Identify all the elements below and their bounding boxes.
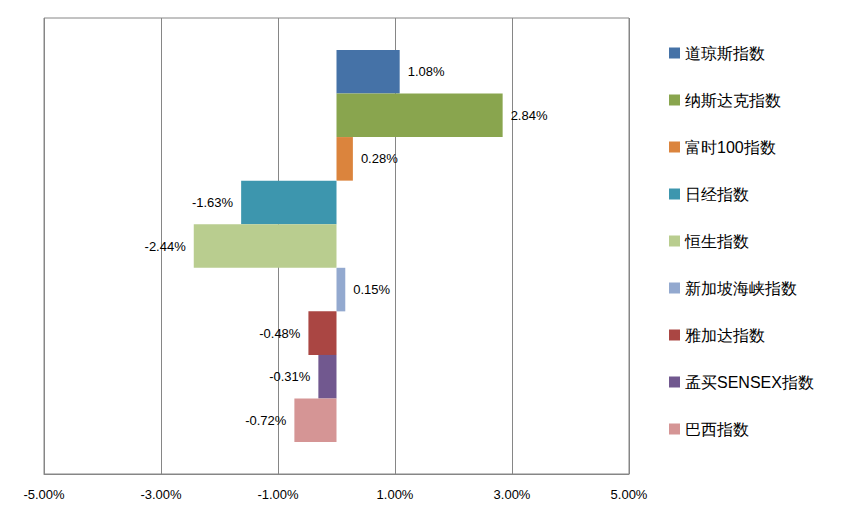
svg-text:-0.31%: -0.31% <box>269 369 311 384</box>
svg-text:-5.00%: -5.00% <box>23 487 65 502</box>
svg-text:纳斯达克指数: 纳斯达克指数 <box>685 92 781 109</box>
svg-text:-0.72%: -0.72% <box>245 413 287 428</box>
svg-text:-3.00%: -3.00% <box>140 487 182 502</box>
svg-text:富时100指数: 富时100指数 <box>685 139 776 156</box>
svg-text:3.00%: 3.00% <box>494 487 531 502</box>
svg-text:1.00%: 1.00% <box>377 487 414 502</box>
svg-text:-0.48%: -0.48% <box>259 326 301 341</box>
svg-text:1.08%: 1.08% <box>408 64 445 79</box>
svg-text:0.28%: 0.28% <box>361 151 398 166</box>
svg-text:-1.00%: -1.00% <box>257 487 299 502</box>
svg-text:0.15%: 0.15% <box>353 282 390 297</box>
svg-text:2.84%: 2.84% <box>511 108 548 123</box>
svg-text:巴西指数: 巴西指数 <box>685 421 749 438</box>
svg-text:雅加达指数: 雅加达指数 <box>685 327 765 344</box>
svg-text:孟买SENSEX指数: 孟买SENSEX指数 <box>685 374 814 391</box>
svg-text:5.00%: 5.00% <box>611 487 648 502</box>
svg-text:-2.44%: -2.44% <box>145 239 187 254</box>
svg-text:道琼斯指数: 道琼斯指数 <box>685 45 765 62</box>
svg-text:恒生指数: 恒生指数 <box>684 233 749 250</box>
svg-text:新加坡海峡指数: 新加坡海峡指数 <box>685 280 797 297</box>
svg-text:-1.63%: -1.63% <box>192 195 234 210</box>
svg-text:日经指数: 日经指数 <box>685 186 749 203</box>
